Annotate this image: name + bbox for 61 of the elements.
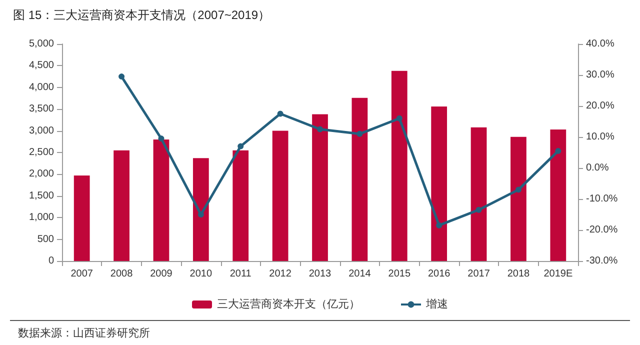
bar <box>192 158 209 261</box>
y2-tick-label: 10.0% <box>586 132 614 142</box>
point <box>158 136 164 142</box>
point <box>317 126 323 132</box>
y-tick-label: 4,000 <box>28 82 54 93</box>
bar <box>232 150 249 261</box>
y2-tick-label: -10.0% <box>586 194 618 204</box>
x-tick-label: 2015 <box>388 268 411 280</box>
bar <box>470 127 487 261</box>
y2-tick-label: 40.0% <box>586 38 614 50</box>
y-tick-label: 2,000 <box>28 168 54 180</box>
x-tick-label: 2011 <box>230 268 252 280</box>
point <box>476 206 482 213</box>
bar <box>352 98 368 261</box>
y-tick-label: 3,500 <box>28 104 54 115</box>
x-tick-label: 2009 <box>150 268 173 280</box>
y-tick-label: 4,500 <box>28 60 54 72</box>
x-tick-label: 2019E <box>544 268 573 280</box>
y-tick-label: 5,000 <box>28 38 54 50</box>
x-tick-label: 2010 <box>190 268 212 280</box>
y-tick-label: 1,000 <box>28 212 54 224</box>
y2-tick-label: -30.0% <box>586 256 618 266</box>
y2-tick-label: 20.0% <box>586 100 614 112</box>
chart-title: 图 15：三大运营商资本开支情况（2007~2019） <box>13 8 270 22</box>
bar <box>114 150 130 261</box>
bar <box>391 70 408 261</box>
y-tick-label: 3,000 <box>28 125 54 136</box>
x-tick-label: 2012 <box>269 268 292 280</box>
bar <box>431 106 448 261</box>
x-tick-label: 2018 <box>507 268 530 280</box>
source-note: 数据来源：山西证券研究所 <box>18 326 150 340</box>
y-tick-label: 1,500 <box>28 190 54 202</box>
y-tick-label: 2,500 <box>28 147 54 158</box>
point <box>436 222 442 228</box>
point <box>238 143 244 150</box>
point <box>277 110 284 117</box>
x-tick-label: 2016 <box>428 268 451 280</box>
point <box>396 115 402 122</box>
x-tick-label: 2008 <box>110 268 134 280</box>
bar <box>550 130 566 261</box>
y2-tick-label: -20.0% <box>586 224 618 236</box>
y2-tick-label: 0.0% <box>586 162 609 174</box>
y-tick-label: 500 <box>37 234 54 245</box>
x-tick-label: 2017 <box>468 268 490 280</box>
x-tick-label: 2007 <box>70 268 94 280</box>
bar <box>74 176 90 261</box>
x-tick-label: 2013 <box>308 268 332 280</box>
legend-label: 增速 <box>425 298 448 310</box>
y2-tick-label: 30.0% <box>586 70 614 80</box>
bar <box>312 114 328 261</box>
y-tick-label: 0 <box>48 256 54 266</box>
point <box>118 74 125 80</box>
legend-label: 三大运营商资本开支（亿元） <box>217 298 360 310</box>
point <box>555 148 562 154</box>
bar <box>153 139 170 261</box>
point <box>515 186 522 193</box>
x-tick-label: 2014 <box>348 268 372 280</box>
bar <box>510 136 526 261</box>
point <box>356 130 363 137</box>
bar <box>272 130 288 261</box>
point <box>198 212 204 218</box>
